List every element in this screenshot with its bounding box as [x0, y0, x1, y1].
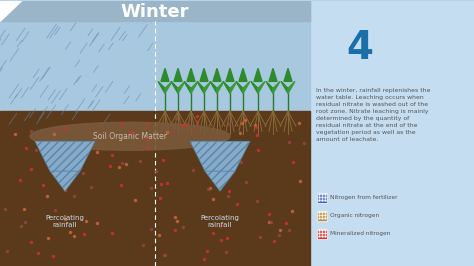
Text: 4: 4 [346, 30, 374, 68]
Polygon shape [204, 81, 211, 93]
Polygon shape [226, 68, 234, 81]
Polygon shape [191, 81, 198, 93]
Ellipse shape [30, 122, 230, 150]
Polygon shape [281, 81, 288, 93]
Polygon shape [187, 68, 195, 81]
Polygon shape [213, 68, 221, 81]
Polygon shape [230, 81, 237, 93]
Polygon shape [184, 81, 191, 93]
Text: Organic nitrogen: Organic nitrogen [330, 213, 379, 218]
Polygon shape [251, 81, 258, 93]
Polygon shape [210, 81, 217, 93]
Polygon shape [178, 81, 185, 93]
Bar [317, 229, 327, 239]
Polygon shape [266, 81, 273, 93]
Bar [0, 1, 310, 126]
Text: Percolating
rainfall: Percolating rainfall [201, 215, 239, 228]
Polygon shape [0, 1, 22, 22]
Polygon shape [50, 171, 80, 191]
Text: Nitrogen from fertilizer: Nitrogen from fertilizer [330, 195, 398, 200]
Polygon shape [273, 81, 280, 93]
Polygon shape [165, 81, 172, 93]
Polygon shape [258, 81, 265, 93]
Text: Winter: Winter [121, 2, 189, 20]
Polygon shape [158, 81, 165, 93]
Polygon shape [239, 68, 247, 81]
Polygon shape [161, 68, 169, 81]
Polygon shape [217, 81, 224, 93]
Polygon shape [236, 81, 243, 93]
Polygon shape [190, 141, 250, 171]
Polygon shape [200, 68, 208, 81]
Text: In the winter, rainfall replenishes the
water table. Leaching occurs when
residu: In the winter, rainfall replenishes the … [316, 88, 430, 142]
Polygon shape [254, 68, 262, 81]
Polygon shape [174, 68, 182, 81]
Polygon shape [243, 81, 250, 93]
Polygon shape [288, 81, 295, 93]
Bar [0, 111, 310, 266]
Polygon shape [284, 68, 292, 81]
Polygon shape [35, 141, 95, 171]
Polygon shape [171, 81, 178, 93]
Text: Percolating
rainfall: Percolating rainfall [46, 215, 84, 228]
Bar [310, 1, 474, 266]
Polygon shape [197, 81, 204, 93]
Bar [317, 193, 327, 203]
Polygon shape [269, 68, 277, 81]
Text: Soil Organic Matter: Soil Organic Matter [93, 132, 167, 141]
Text: Mineralized nitrogen: Mineralized nitrogen [330, 231, 391, 236]
Bar [317, 211, 327, 221]
Bar [0, 1, 310, 22]
Polygon shape [223, 81, 230, 93]
Polygon shape [205, 171, 235, 191]
